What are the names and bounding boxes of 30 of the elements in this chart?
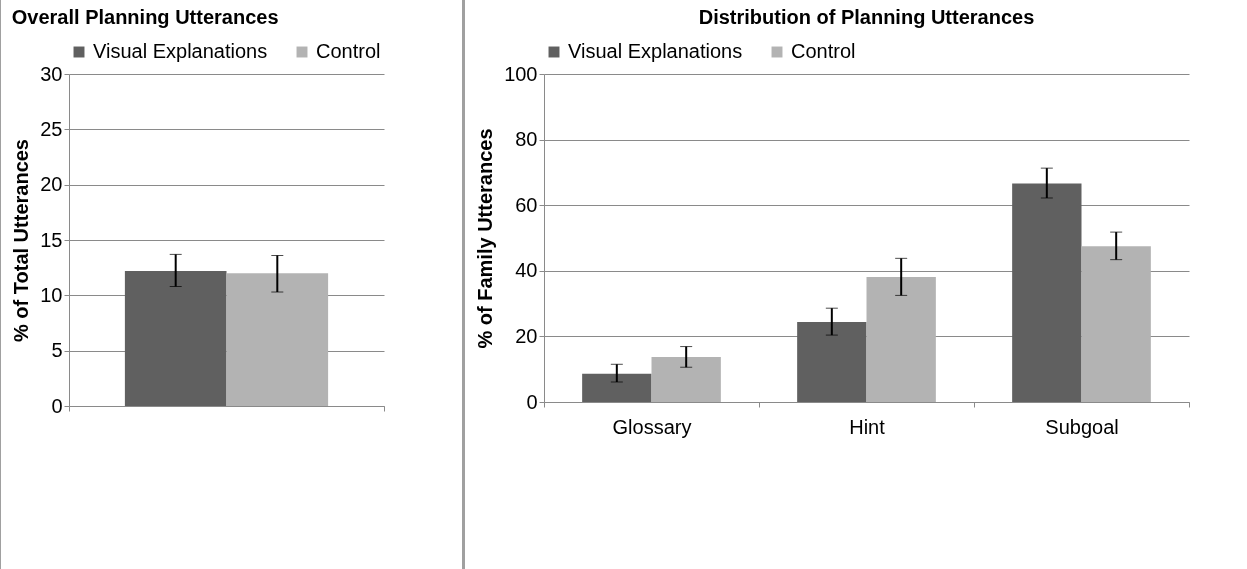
y-tick-label: 10 — [40, 283, 63, 306]
y-tick-label: 20 — [515, 324, 538, 347]
y-tick-label: 0 — [526, 390, 538, 413]
bar — [797, 321, 867, 402]
y-tick-label: 20 — [40, 173, 63, 196]
legend-label: Visual Explanations — [568, 40, 743, 62]
legend-label: Control — [791, 40, 856, 62]
y-axis-title: % of Family Utterances — [474, 128, 497, 349]
y-tick-label: 25 — [40, 117, 63, 140]
legend-label: Visual Explanations — [93, 40, 268, 62]
y-tick-label: 30 — [40, 62, 63, 85]
bar — [1081, 246, 1151, 402]
bar — [651, 357, 721, 402]
bar — [582, 373, 652, 402]
chart-title: Distribution of Planning Utterances — [698, 6, 1035, 28]
y-tick-label: 80 — [515, 128, 538, 151]
y-tick-label: 40 — [515, 259, 538, 282]
x-tick-label: Glossary — [612, 415, 692, 438]
y-tick-label: 5 — [51, 339, 63, 362]
bar — [1012, 183, 1082, 402]
x-tick-label: Hint — [849, 415, 886, 438]
y-tick-label: 100 — [504, 62, 538, 85]
y-tick-label: 60 — [515, 193, 538, 216]
y-tick-label: 0 — [51, 394, 63, 417]
legend-label: Control — [316, 40, 381, 62]
bar — [866, 277, 936, 402]
y-axis-title: % of Total Utterances — [10, 139, 33, 342]
x-tick-label: Subgoal — [1045, 415, 1119, 438]
y-tick-label: 15 — [40, 228, 63, 251]
chart-title: Overall Planning Utterances — [11, 6, 279, 28]
